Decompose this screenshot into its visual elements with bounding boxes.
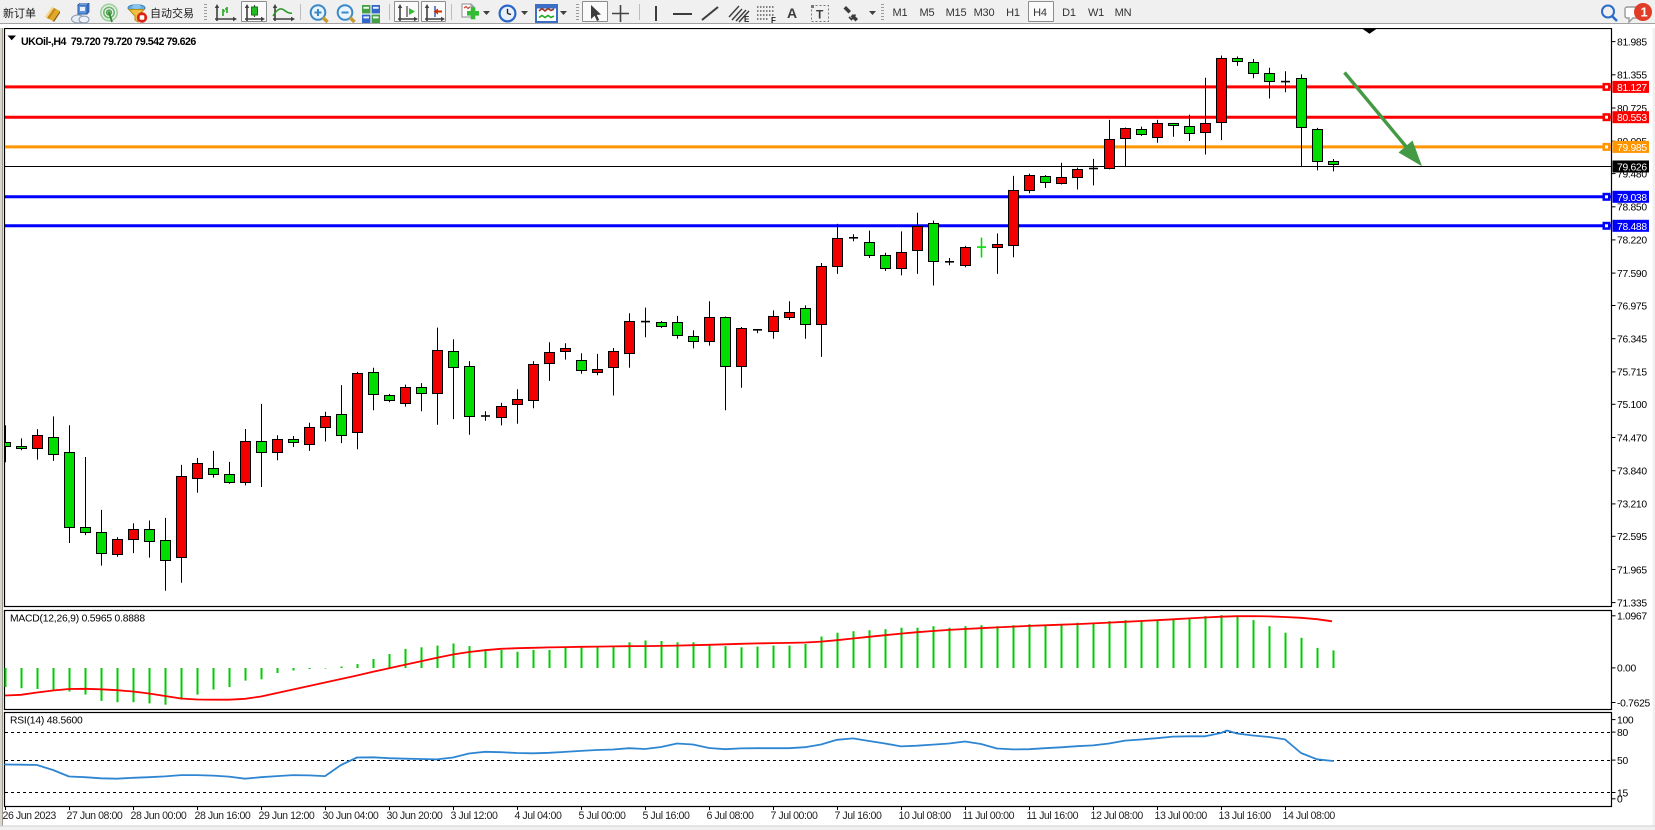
svg-text:14 Jul 08:00: 14 Jul 08:00 <box>1283 810 1336 822</box>
svg-text:75.715: 75.715 <box>1617 368 1647 379</box>
svg-text:28 Jun 00:00: 28 Jun 00:00 <box>131 810 187 822</box>
svg-text:0.00: 0.00 <box>1617 664 1636 675</box>
svg-text:75.100: 75.100 <box>1617 400 1647 411</box>
svg-text:F: F <box>771 16 776 25</box>
svg-text:71.335: 71.335 <box>1617 598 1647 609</box>
svg-text:80: 80 <box>1617 728 1628 739</box>
svg-text:28 Jun 16:00: 28 Jun 16:00 <box>195 810 251 822</box>
svg-text:RSI(14) 48.5600: RSI(14) 48.5600 <box>10 716 83 727</box>
svg-text:MACD(12,26,9) 0.5965 0.8888: MACD(12,26,9) 0.5965 0.8888 <box>10 614 145 625</box>
svg-text:81.127: 81.127 <box>1617 83 1647 94</box>
svg-text:50: 50 <box>1617 756 1628 767</box>
svg-text:13 Jul 00:00: 13 Jul 00:00 <box>1155 810 1208 822</box>
svg-text:E: E <box>744 15 750 24</box>
svg-text:26 Jun 2023: 26 Jun 2023 <box>3 810 57 822</box>
svg-text:80.725: 80.725 <box>1617 104 1647 115</box>
svg-text:-0.7625: -0.7625 <box>1617 698 1651 709</box>
svg-text:73.840: 73.840 <box>1617 467 1647 478</box>
svg-text:13 Jul 16:00: 13 Jul 16:00 <box>1219 810 1272 822</box>
svg-text:1: 1 <box>1641 5 1648 20</box>
svg-text:11 Jul 16:00: 11 Jul 16:00 <box>1027 810 1079 822</box>
svg-text:76.975: 76.975 <box>1617 301 1647 312</box>
svg-text:74.470: 74.470 <box>1617 433 1647 444</box>
svg-text:77.590: 77.590 <box>1617 269 1647 280</box>
svg-text:79.480: 79.480 <box>1617 169 1647 180</box>
svg-text:6 Jul 08:00: 6 Jul 08:00 <box>707 810 754 822</box>
svg-text:81.355: 81.355 <box>1617 71 1647 82</box>
svg-text:7 Jul 16:00: 7 Jul 16:00 <box>835 810 882 822</box>
svg-text:79.626: 79.626 <box>1617 163 1647 174</box>
svg-text:78.220: 78.220 <box>1617 236 1647 247</box>
svg-text:1.0967: 1.0967 <box>1617 612 1647 623</box>
svg-text:27 Jun 08:00: 27 Jun 08:00 <box>67 810 123 822</box>
svg-text:12 Jul 08:00: 12 Jul 08:00 <box>1091 810 1144 822</box>
svg-text:5 Jul 16:00: 5 Jul 16:00 <box>643 810 690 822</box>
svg-text:72.595: 72.595 <box>1617 532 1647 543</box>
svg-text:30 Jun 04:00: 30 Jun 04:00 <box>323 810 379 822</box>
svg-text:0: 0 <box>1617 795 1623 806</box>
svg-text:80.553: 80.553 <box>1617 113 1647 124</box>
svg-text:76.345: 76.345 <box>1617 335 1647 346</box>
svg-text:78.488: 78.488 <box>1617 222 1647 233</box>
svg-text:81.985: 81.985 <box>1617 37 1647 48</box>
svg-text:4 Jul 04:00: 4 Jul 04:00 <box>515 810 562 822</box>
svg-text:100: 100 <box>1617 715 1634 726</box>
svg-text:73.210: 73.210 <box>1617 500 1647 511</box>
svg-text:5 Jul 00:00: 5 Jul 00:00 <box>579 810 626 822</box>
svg-text:10 Jul 08:00: 10 Jul 08:00 <box>899 810 952 822</box>
svg-text:79.038: 79.038 <box>1617 193 1647 204</box>
svg-text:30 Jun 20:00: 30 Jun 20:00 <box>387 810 443 822</box>
svg-text:11 Jul 00:00: 11 Jul 00:00 <box>963 810 1015 822</box>
svg-text:79.985: 79.985 <box>1617 143 1647 154</box>
svg-text:3 Jul 12:00: 3 Jul 12:00 <box>451 810 498 822</box>
svg-text:UKOil-,H4 79.720 79.720 79.54: UKOil-,H4 79.720 79.720 79.542 79.626 <box>21 36 196 48</box>
svg-text:15: 15 <box>1617 788 1628 799</box>
svg-text:7 Jul 00:00: 7 Jul 00:00 <box>771 810 818 822</box>
svg-text:78.850: 78.850 <box>1617 203 1647 214</box>
svg-text:71.965: 71.965 <box>1617 565 1647 576</box>
svg-text:T: T <box>816 8 824 22</box>
svg-text:29 Jun 12:00: 29 Jun 12:00 <box>259 810 315 822</box>
